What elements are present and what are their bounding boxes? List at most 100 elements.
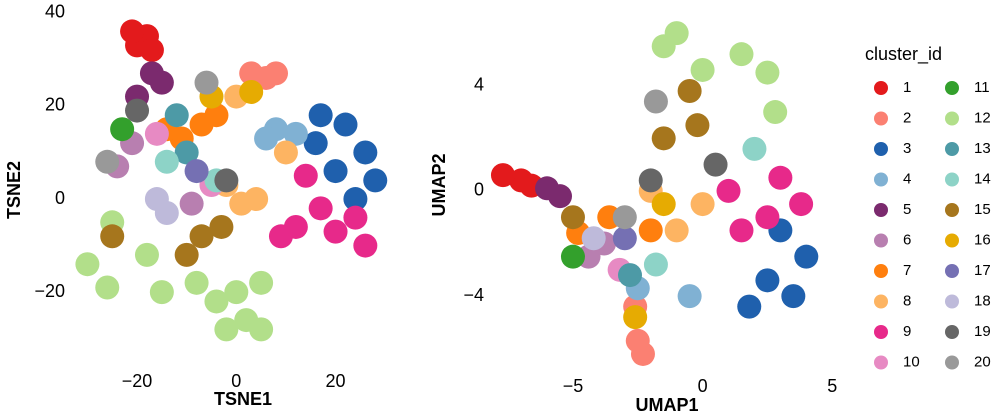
legend-label: 12 (974, 109, 991, 126)
point (179, 191, 204, 216)
legend-swatch (874, 111, 888, 126)
point (737, 294, 762, 319)
point (763, 100, 788, 125)
point (244, 187, 269, 212)
point (363, 168, 388, 193)
point (174, 140, 199, 165)
point (194, 70, 219, 95)
point (560, 244, 585, 269)
y-tick-label: −20 (34, 281, 65, 301)
point (630, 341, 655, 366)
point (703, 152, 728, 177)
point (149, 280, 174, 305)
point (100, 224, 125, 249)
point (184, 159, 209, 184)
x-tick-label: 0 (231, 371, 241, 391)
point (110, 117, 135, 142)
point (333, 112, 358, 137)
point (581, 226, 606, 251)
legend-swatch (945, 111, 959, 126)
point (209, 214, 234, 239)
point (264, 61, 288, 86)
point (548, 184, 572, 209)
legend-swatch (945, 142, 959, 156)
point (120, 19, 145, 44)
point (638, 218, 663, 243)
legend-swatch (874, 264, 888, 278)
point (353, 233, 378, 258)
legend-label: 13 (974, 140, 991, 157)
x-tick-label: 20 (326, 371, 346, 391)
y-tick-label: 4 (474, 74, 484, 94)
legend-swatch (874, 294, 888, 309)
point (664, 21, 689, 46)
point (204, 289, 229, 314)
point (768, 165, 793, 190)
point (249, 270, 274, 295)
point (729, 218, 754, 243)
y-tick-label: 0 (474, 180, 484, 200)
legend-label: 18 (974, 292, 991, 309)
x-tick-label: 0 (698, 376, 708, 396)
point (651, 126, 676, 151)
legend-swatch (945, 233, 959, 248)
point (95, 149, 120, 174)
legend-label: 2 (903, 109, 911, 126)
point (623, 305, 648, 330)
point (214, 168, 239, 193)
point (204, 103, 229, 128)
point (139, 38, 164, 63)
point (729, 42, 754, 67)
point (612, 205, 637, 230)
point (643, 89, 668, 114)
y-axis-title: UMAP2 (429, 153, 449, 216)
point (677, 284, 702, 309)
legend-label: 9 (903, 323, 911, 340)
point (224, 280, 249, 305)
legend-label: 8 (903, 292, 911, 309)
point (677, 79, 702, 103)
legend-label: 3 (903, 140, 911, 157)
legend-swatch (945, 294, 959, 309)
point (189, 224, 214, 249)
point (184, 270, 209, 295)
point (303, 131, 328, 156)
y-tick-label: −4 (463, 285, 484, 305)
point (794, 244, 819, 269)
legend-swatch (874, 325, 888, 339)
point (612, 226, 637, 251)
legend-label: 6 (903, 231, 911, 248)
legend-swatch (945, 203, 959, 217)
point (254, 126, 279, 151)
legend-label: 19 (974, 323, 991, 340)
point (293, 163, 318, 188)
point (134, 242, 159, 267)
point (323, 159, 348, 184)
point (490, 163, 515, 188)
point (343, 205, 368, 230)
point (755, 60, 780, 85)
legend-swatch (874, 81, 888, 95)
legend-title: cluster_id (865, 44, 942, 65)
point (353, 140, 378, 165)
point (755, 268, 780, 293)
legend-label: 10 (903, 353, 920, 370)
point (690, 192, 715, 217)
legend-swatch (945, 264, 959, 278)
y-axis-title: TSNE2 (4, 161, 24, 219)
legend-swatch (874, 142, 888, 156)
legend-label: 1 (903, 79, 911, 96)
point (651, 192, 676, 217)
legend-label: 11 (974, 79, 990, 96)
legend-swatch (874, 233, 888, 248)
legend-label: 14 (974, 170, 991, 187)
point (643, 252, 668, 277)
point (742, 136, 767, 161)
legend-label: 20 (974, 353, 991, 370)
point (716, 178, 741, 203)
point (781, 284, 806, 309)
point (249, 317, 274, 342)
point (618, 263, 642, 288)
point (664, 218, 689, 243)
